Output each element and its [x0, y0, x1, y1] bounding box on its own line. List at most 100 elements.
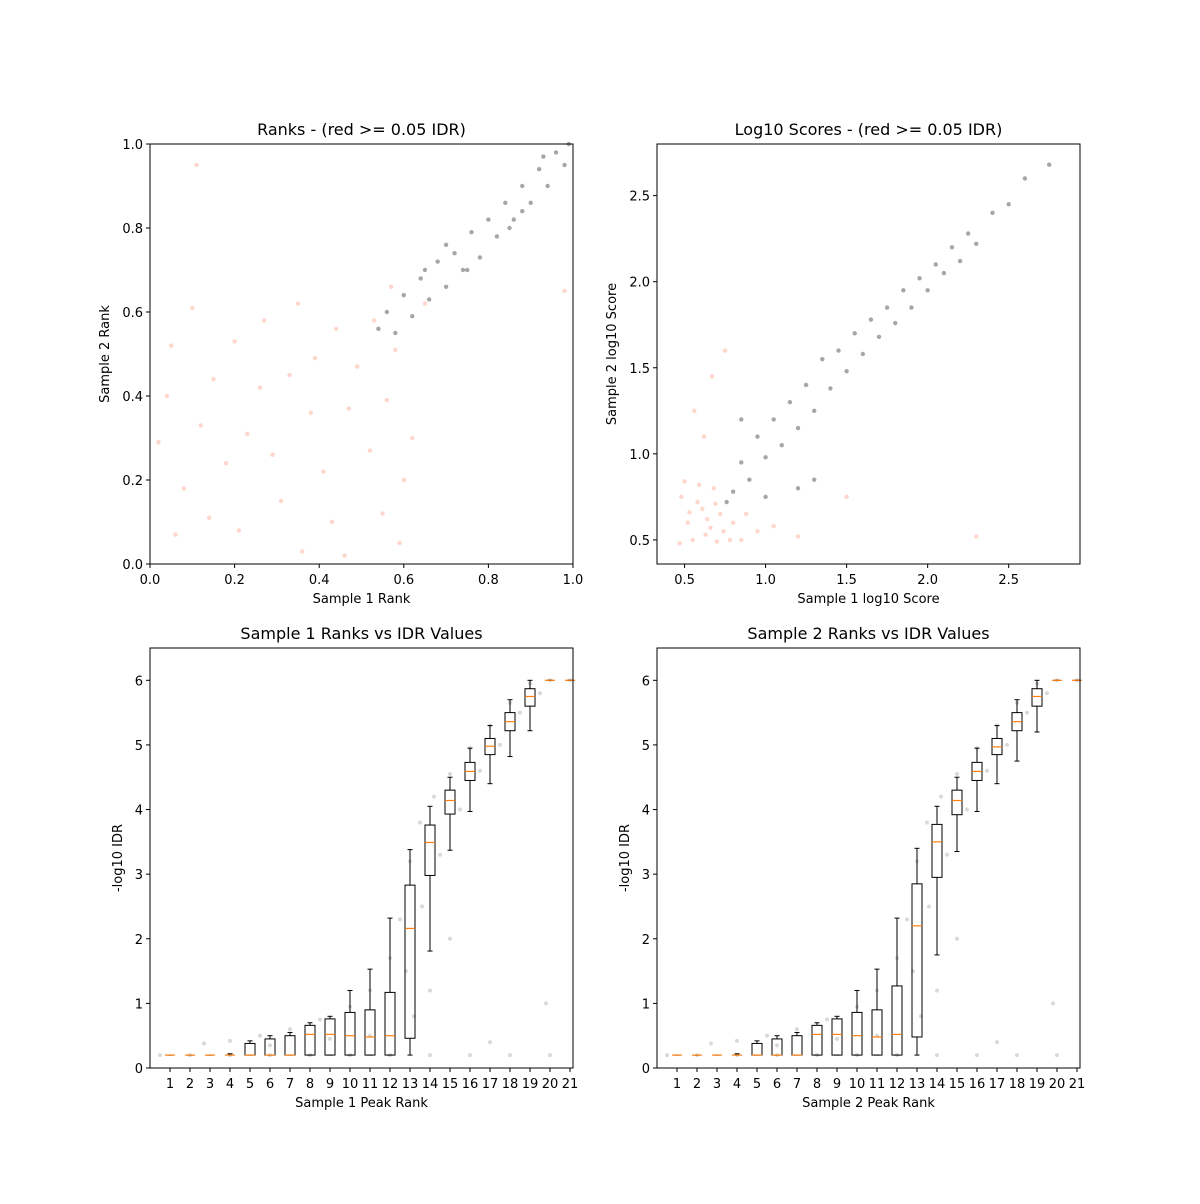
point — [562, 162, 567, 168]
point — [1047, 162, 1052, 167]
point — [418, 820, 422, 825]
x-axis-label: Sample 1 Peak Rank — [295, 1096, 428, 1111]
y-tick-label: 2.0 — [629, 276, 650, 291]
point — [401, 477, 406, 483]
point — [384, 398, 390, 403]
point — [985, 768, 989, 773]
point — [730, 489, 736, 494]
point — [287, 372, 292, 378]
x-tick-label: 0.8 — [478, 573, 499, 588]
point — [779, 443, 784, 448]
point — [232, 339, 237, 344]
x-tick-label: 0.0 — [140, 573, 161, 588]
point — [990, 210, 995, 216]
y-tick-label: 0.8 — [122, 222, 143, 237]
x-tick-label: 8 — [813, 1077, 821, 1092]
point — [665, 1053, 669, 1058]
point — [708, 525, 713, 531]
point — [1005, 742, 1009, 747]
x-tick-label: 1.5 — [836, 573, 857, 588]
point — [722, 348, 728, 353]
x-tick-label: 1 — [166, 1077, 174, 1092]
point — [181, 486, 187, 491]
y-tick-label: 6 — [642, 674, 650, 689]
point — [520, 209, 525, 214]
point — [410, 435, 415, 441]
x-tick-label: 15 — [442, 1077, 459, 1092]
point — [410, 314, 415, 319]
y-tick-label: 0.0 — [122, 558, 143, 573]
point — [692, 408, 697, 414]
point — [711, 486, 716, 491]
point — [520, 183, 525, 189]
point — [755, 434, 760, 439]
x-tick-label: 17 — [989, 1077, 1006, 1092]
box — [444, 789, 456, 815]
point — [721, 529, 726, 534]
point — [211, 377, 216, 382]
chart-title: Log10 Scores - (red >= 0.05 IDR) — [735, 120, 1003, 139]
chart-title: Ranks - (red >= 0.05 IDR) — [257, 120, 466, 139]
point — [682, 479, 687, 484]
x-tick-label: 10 — [342, 1077, 359, 1092]
point — [288, 1027, 292, 1032]
axes-frame — [656, 143, 1081, 565]
box — [424, 824, 436, 876]
box — [344, 1011, 356, 1056]
point — [465, 267, 470, 273]
x-tick-label: 2 — [186, 1077, 194, 1092]
point — [995, 1040, 999, 1045]
point — [486, 217, 491, 222]
point — [443, 284, 449, 289]
point — [228, 1038, 232, 1043]
point — [270, 452, 275, 457]
point — [245, 431, 250, 436]
x-tick-label: 2 — [693, 1077, 701, 1092]
box — [811, 1024, 823, 1056]
x-tick-label: 15 — [949, 1077, 966, 1092]
box — [751, 1042, 763, 1056]
x-tick-label: 20 — [542, 1077, 559, 1092]
point — [207, 515, 212, 520]
point — [735, 1038, 739, 1043]
point — [709, 374, 715, 379]
y-tick-label: 0 — [135, 1062, 143, 1077]
point — [321, 469, 326, 474]
x-tick-label: 14 — [422, 1077, 439, 1092]
x-tick-label: 1 — [673, 1077, 681, 1092]
point — [696, 482, 702, 488]
x-tick-label: 0.5 — [674, 573, 695, 588]
point — [860, 351, 866, 357]
point — [422, 267, 428, 273]
x-axis-label: Sample 2 Peak Rank — [802, 1096, 935, 1111]
point — [469, 230, 474, 235]
x-tick-label: 18 — [502, 1077, 519, 1092]
box — [851, 1011, 863, 1056]
point — [828, 386, 833, 391]
point — [258, 1033, 262, 1038]
point — [380, 511, 385, 516]
point — [945, 852, 949, 857]
x-tick-label: 14 — [929, 1077, 946, 1092]
point — [236, 528, 242, 533]
point — [795, 534, 801, 539]
x-tick-label: 18 — [1009, 1077, 1026, 1092]
point — [194, 162, 199, 168]
point — [709, 1041, 713, 1046]
point — [933, 262, 938, 267]
point — [257, 385, 263, 390]
x-tick-label: 1.0 — [563, 573, 584, 588]
point — [428, 988, 432, 993]
point — [685, 520, 690, 525]
point — [868, 317, 874, 322]
point — [765, 1033, 769, 1038]
point — [1055, 1053, 1059, 1058]
point — [755, 529, 760, 534]
x-tick-label: 17 — [482, 1077, 499, 1092]
x-tick-label: 0.2 — [224, 573, 245, 588]
x-tick-label: 20 — [1049, 1077, 1066, 1092]
box — [244, 1042, 256, 1056]
point — [820, 356, 825, 362]
point — [156, 440, 161, 445]
point — [318, 1017, 322, 1022]
